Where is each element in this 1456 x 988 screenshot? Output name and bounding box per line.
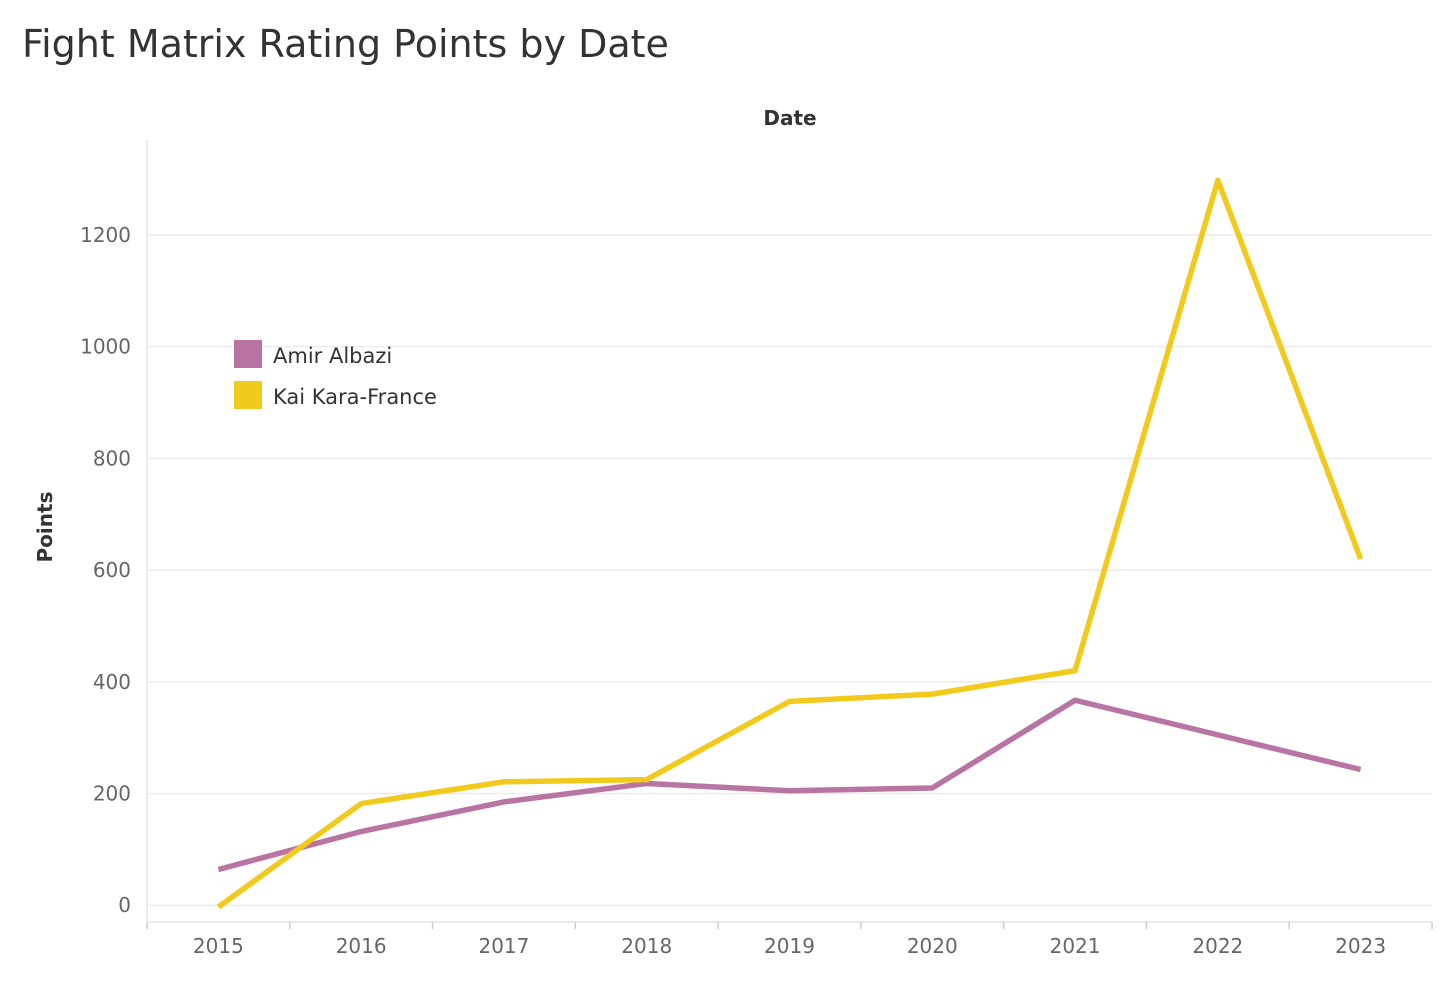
y-tick-label: 800 [93, 446, 131, 470]
y-tick-label: 200 [93, 782, 131, 806]
x-tick-label: 2019 [764, 934, 815, 958]
x-tick-label: 2018 [621, 934, 672, 958]
y-axis-title: Points [33, 492, 57, 563]
legend-label: Amir Albazi [273, 344, 392, 368]
series-line [217, 697, 1362, 873]
gridlines [147, 234, 1432, 906]
axes [146, 140, 1432, 923]
x-tick-label: 2016 [336, 934, 387, 958]
x-tick-label: 2020 [907, 934, 958, 958]
legend-swatch [234, 381, 262, 409]
y-tick-label: 0 [118, 893, 131, 917]
legend: Amir Albazi Kai Kara-France [234, 340, 437, 409]
series-line [216, 177, 1364, 910]
x-axis-ticks: 2015 2016 2017 2018 2019 2020 2021 2022 2023 [146, 922, 1433, 958]
x-tick-label: 2021 [1050, 934, 1101, 958]
y-tick-label: 400 [93, 670, 131, 694]
x-tick-label: 2017 [478, 934, 529, 958]
y-tick-label: 1200 [80, 223, 131, 247]
x-tick-label: 2015 [193, 934, 244, 958]
x-axis-title: Date [763, 106, 816, 130]
x-tick-label: 2023 [1335, 934, 1386, 958]
y-axis-ticks: 0 200 400 600 800 1000 1200 [80, 223, 131, 917]
y-tick-label: 1000 [80, 335, 131, 359]
chart-title: Fight Matrix Rating Points by Date [22, 22, 669, 66]
y-tick-label: 600 [93, 558, 131, 582]
legend-swatch [234, 340, 262, 368]
legend-label: Kai Kara-France [273, 385, 437, 409]
x-tick-label: 2022 [1192, 934, 1243, 958]
series-lines [216, 177, 1364, 910]
